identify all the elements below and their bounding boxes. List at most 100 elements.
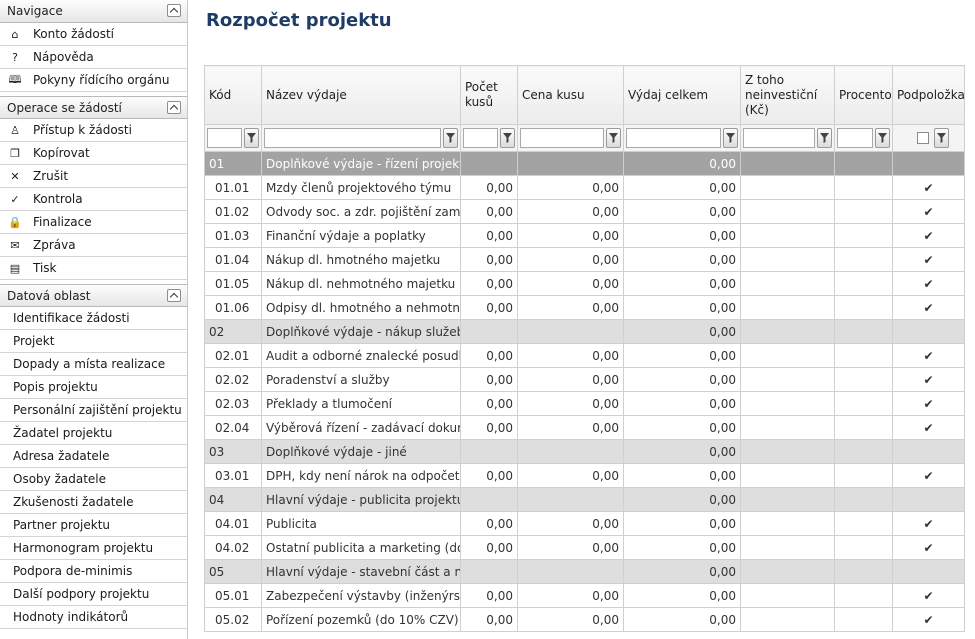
cell-neinvest	[740, 247, 835, 272]
sidebar-data-item[interactable]: Adresa žadatele	[0, 445, 187, 468]
sidebar-data-item[interactable]: Hodnoty indikátorů	[0, 606, 187, 629]
table-row[interactable]: 03.01 DPH, kdy není nárok na odpočet... 0,…	[204, 463, 965, 488]
filter-icon[interactable]	[723, 128, 738, 148]
table-row[interactable]: 01.05 Nákup dl. nehmotného majetku (... 0,…	[204, 271, 965, 296]
filter-input-pocet[interactable]	[463, 128, 498, 148]
checkmark-icon: ✔	[923, 372, 934, 387]
collapse-up-icon[interactable]	[167, 101, 181, 114]
sidebar-item[interactable]: ✕ Zrušit	[0, 165, 187, 188]
cell-code: 04.02	[204, 535, 262, 560]
filter-input-procento[interactable]	[837, 128, 873, 148]
sidebar-item[interactable]: ⌂ Konto žádostí	[0, 23, 187, 46]
filter-input-cena[interactable]	[520, 128, 604, 148]
filter-icon[interactable]	[817, 128, 832, 148]
sidebar-item[interactable]: 🕮 Pokyny řídícího orgánu	[0, 69, 187, 92]
sidebar-data-item[interactable]: Zkušenosti žadatele	[0, 491, 187, 514]
filter-icon[interactable]	[244, 128, 259, 148]
filter-icon[interactable]	[606, 128, 621, 148]
column-header-procento[interactable]: Procento	[834, 65, 893, 125]
sidebar-data-item[interactable]: Další podpory projektu	[0, 583, 187, 606]
section-header-operace[interactable]: Operace se žádostí	[0, 96, 187, 119]
table-row[interactable]: 02.02 Poradenství a služby 0,00 0,00 0,00 ✔	[204, 367, 965, 392]
sidebar-item[interactable]: ✉ Zpráva	[0, 234, 187, 257]
filter-icon[interactable]	[443, 128, 458, 148]
sidebar-item[interactable]: ❐ Kopírovat	[0, 142, 187, 165]
cell-vydaj: 0,00	[623, 247, 741, 272]
table-row[interactable]: 04.01 Publicita 0,00 0,00 0,00 ✔	[204, 511, 965, 536]
sidebar-data-item[interactable]: Personální zajištění projektu	[0, 399, 187, 422]
cell-procento	[834, 511, 893, 536]
filter-input-nazev[interactable]	[264, 128, 441, 148]
cell-name: Hlavní výdaje - publicita projektu	[261, 487, 461, 512]
filter-input-vydaj[interactable]	[626, 128, 721, 148]
table-row[interactable]: 01.01 Mzdy členů projektového týmu 0,00 0,0…	[204, 175, 965, 200]
filter-icon[interactable]	[500, 128, 515, 148]
table-row[interactable]: 04.02 Ostatní publicita a marketing (do..…	[204, 535, 965, 560]
sidebar-item[interactable]: ? Nápověda	[0, 46, 187, 69]
table-row[interactable]: 02.04 Výběrová řízení - zadávací dokum...…	[204, 415, 965, 440]
table-row[interactable]: 05.02 Pořízení pozemků (do 10% CZV) 0,00 0,…	[204, 607, 965, 632]
column-header-podpolozka[interactable]: Podpoložka	[892, 65, 965, 125]
cell-cena: 0,00	[517, 535, 624, 560]
cell-code: 02.01	[204, 343, 262, 368]
sidebar-data-item[interactable]: Dopady a místa realizace	[0, 353, 187, 376]
sidebar-data-item[interactable]: Žadatel projektu	[0, 422, 187, 445]
cell-code: 04	[204, 487, 262, 512]
cell-vydaj: 0,00	[623, 463, 741, 488]
column-header-pocet[interactable]: Počet kusů	[460, 65, 518, 125]
group-row[interactable]: 04 Hlavní výdaje - publicita projektu 0,00	[204, 487, 965, 512]
column-header-vydaj[interactable]: Výdaj celkem	[623, 65, 741, 125]
group-row[interactable]: 03 Doplňkové výdaje - jiné 0,00	[204, 439, 965, 464]
sidebar-item-label: Zrušit	[33, 169, 69, 183]
sidebar-data-item[interactable]: Osoby žadatele	[0, 468, 187, 491]
group-row[interactable]: 05 Hlavní výdaje - stavební část a ná... 0…	[204, 559, 965, 584]
table-row[interactable]: 02.03 Překlady a tlumočení 0,00 0,00 0,00 ✔	[204, 391, 965, 416]
cell-name: Hlavní výdaje - stavební část a ná...	[261, 559, 461, 584]
filter-input-kod[interactable]	[207, 128, 242, 148]
cell-procento	[834, 415, 893, 440]
sidebar-data-item[interactable]: Popis projektu	[0, 376, 187, 399]
cell-name: Nákup dl. hmotného majetku	[261, 247, 461, 272]
cell-neinvest	[740, 463, 835, 488]
table-row[interactable]: 01.06 Odpisy dl. hmotného a nehmotné... 0,…	[204, 295, 965, 320]
table-row[interactable]: 01.02 Odvody soc. a zdr. pojištění zamě..…	[204, 199, 965, 224]
cell-neinvest	[740, 175, 835, 200]
cell-code: 05	[204, 559, 262, 584]
cell-name: Odpisy dl. hmotného a nehmotné...	[261, 295, 461, 320]
column-header-kod[interactable]: Kód	[204, 65, 262, 125]
sidebar-item[interactable]: ♙ Přístup k žádosti	[0, 119, 187, 142]
cell-procento	[834, 463, 893, 488]
cell-pocet: 0,00	[460, 583, 518, 608]
sidebar-item[interactable]: 🔒 Finalizace	[0, 211, 187, 234]
section-header-datova-oblast[interactable]: Datová oblast	[0, 284, 187, 307]
table-row[interactable]: 01.04 Nákup dl. hmotného majetku 0,00 0,00 0…	[204, 247, 965, 272]
filter-icon[interactable]	[934, 128, 949, 148]
column-header-nazev[interactable]: Název výdaje	[261, 65, 461, 125]
sidebar-data-item[interactable]: Projekt	[0, 330, 187, 353]
group-row[interactable]: 01 Doplňkové výdaje - řízení projektu 0,00	[204, 151, 965, 176]
cell-name: Ostatní publicita a marketing (do...	[261, 535, 461, 560]
section-header-navigace[interactable]: Navigace	[0, 0, 187, 23]
cell-code: 02.02	[204, 367, 262, 392]
column-header-neinvest[interactable]: Z toho neinvestiční (Kč)	[740, 65, 835, 125]
cell-procento	[834, 175, 893, 200]
group-row[interactable]: 02 Doplňkové výdaje - nákup služeb 0,00	[204, 319, 965, 344]
filter-input-neinvest[interactable]	[743, 128, 815, 148]
sidebar-item[interactable]: ▤ Tisk	[0, 257, 187, 280]
sidebar-data-item[interactable]: Identifikace žádosti	[0, 307, 187, 330]
sidebar-data-item[interactable]: Podpora de-minimis	[0, 560, 187, 583]
filter-checkbox[interactable]	[917, 132, 929, 144]
sidebar-data-item[interactable]: Harmonogram projektu	[0, 537, 187, 560]
sidebar-data-item[interactable]: Partner projektu	[0, 514, 187, 537]
table-row[interactable]: 02.01 Audit a odborné znalecké posudky 0,0…	[204, 343, 965, 368]
cell-code: 05.02	[204, 607, 262, 632]
column-header-cena[interactable]: Cena kusu	[517, 65, 624, 125]
table-row[interactable]: 01.03 Finanční výdaje a poplatky 0,00 0,00 0…	[204, 223, 965, 248]
sidebar-item[interactable]: ✓ Kontrola	[0, 188, 187, 211]
collapse-up-icon[interactable]	[167, 4, 181, 17]
cell-neinvest	[740, 415, 835, 440]
filter-icon[interactable]	[875, 128, 890, 148]
cell-name: Poradenství a služby	[261, 367, 461, 392]
collapse-up-icon[interactable]	[167, 289, 181, 302]
